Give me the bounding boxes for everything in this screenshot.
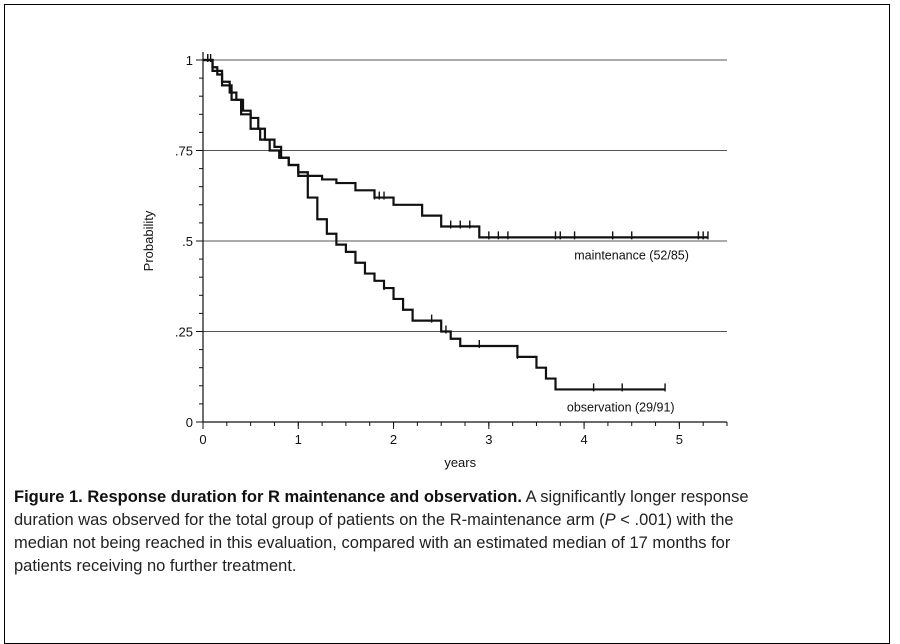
caption-text-2: < .001) with the median not being reache… (14, 511, 734, 575)
y-tick-label: .25 (175, 325, 193, 340)
series-line-maintenance (203, 58, 708, 239)
x-tick-label: 0 (199, 432, 206, 447)
x-tick-label: 4 (580, 432, 587, 447)
y-tick-label: 1 (186, 53, 193, 68)
series-curves (203, 54, 709, 392)
caption-title: Figure 1. Response duration for R mainte… (14, 488, 522, 506)
axes: 0 .25 .5 .75 1 0 1 2 3 4 5 (175, 52, 728, 447)
y-axis-label: Probability (141, 210, 156, 271)
caption-text-1: A significantly longer response duration… (14, 488, 749, 529)
series-line-observation (203, 58, 666, 391)
y-tick-label: .5 (182, 234, 193, 249)
x-tick-label: 2 (390, 432, 397, 447)
x-tick-label: 1 (295, 432, 302, 447)
y-tick-label: 0 (186, 415, 193, 430)
x-tick-label: 3 (485, 432, 492, 447)
survival-chart: 0 .25 .5 .75 1 0 1 2 3 4 5 years Probability mainten… (141, 52, 728, 470)
series-label-maintenance: maintenance (52/85) (574, 248, 689, 262)
caption-p-symbol: P (604, 511, 616, 529)
x-tick-label: 5 (676, 432, 683, 447)
gridlines (203, 59, 727, 332)
series-label-observation: observation (29/91) (567, 400, 675, 414)
figure-caption: Figure 1. Response duration for R mainte… (14, 486, 774, 578)
x-axis-label: years (444, 455, 476, 470)
chart-labels: years Probability maintenance (52/85) obser… (141, 210, 689, 470)
y-tick-label: .75 (175, 144, 193, 159)
